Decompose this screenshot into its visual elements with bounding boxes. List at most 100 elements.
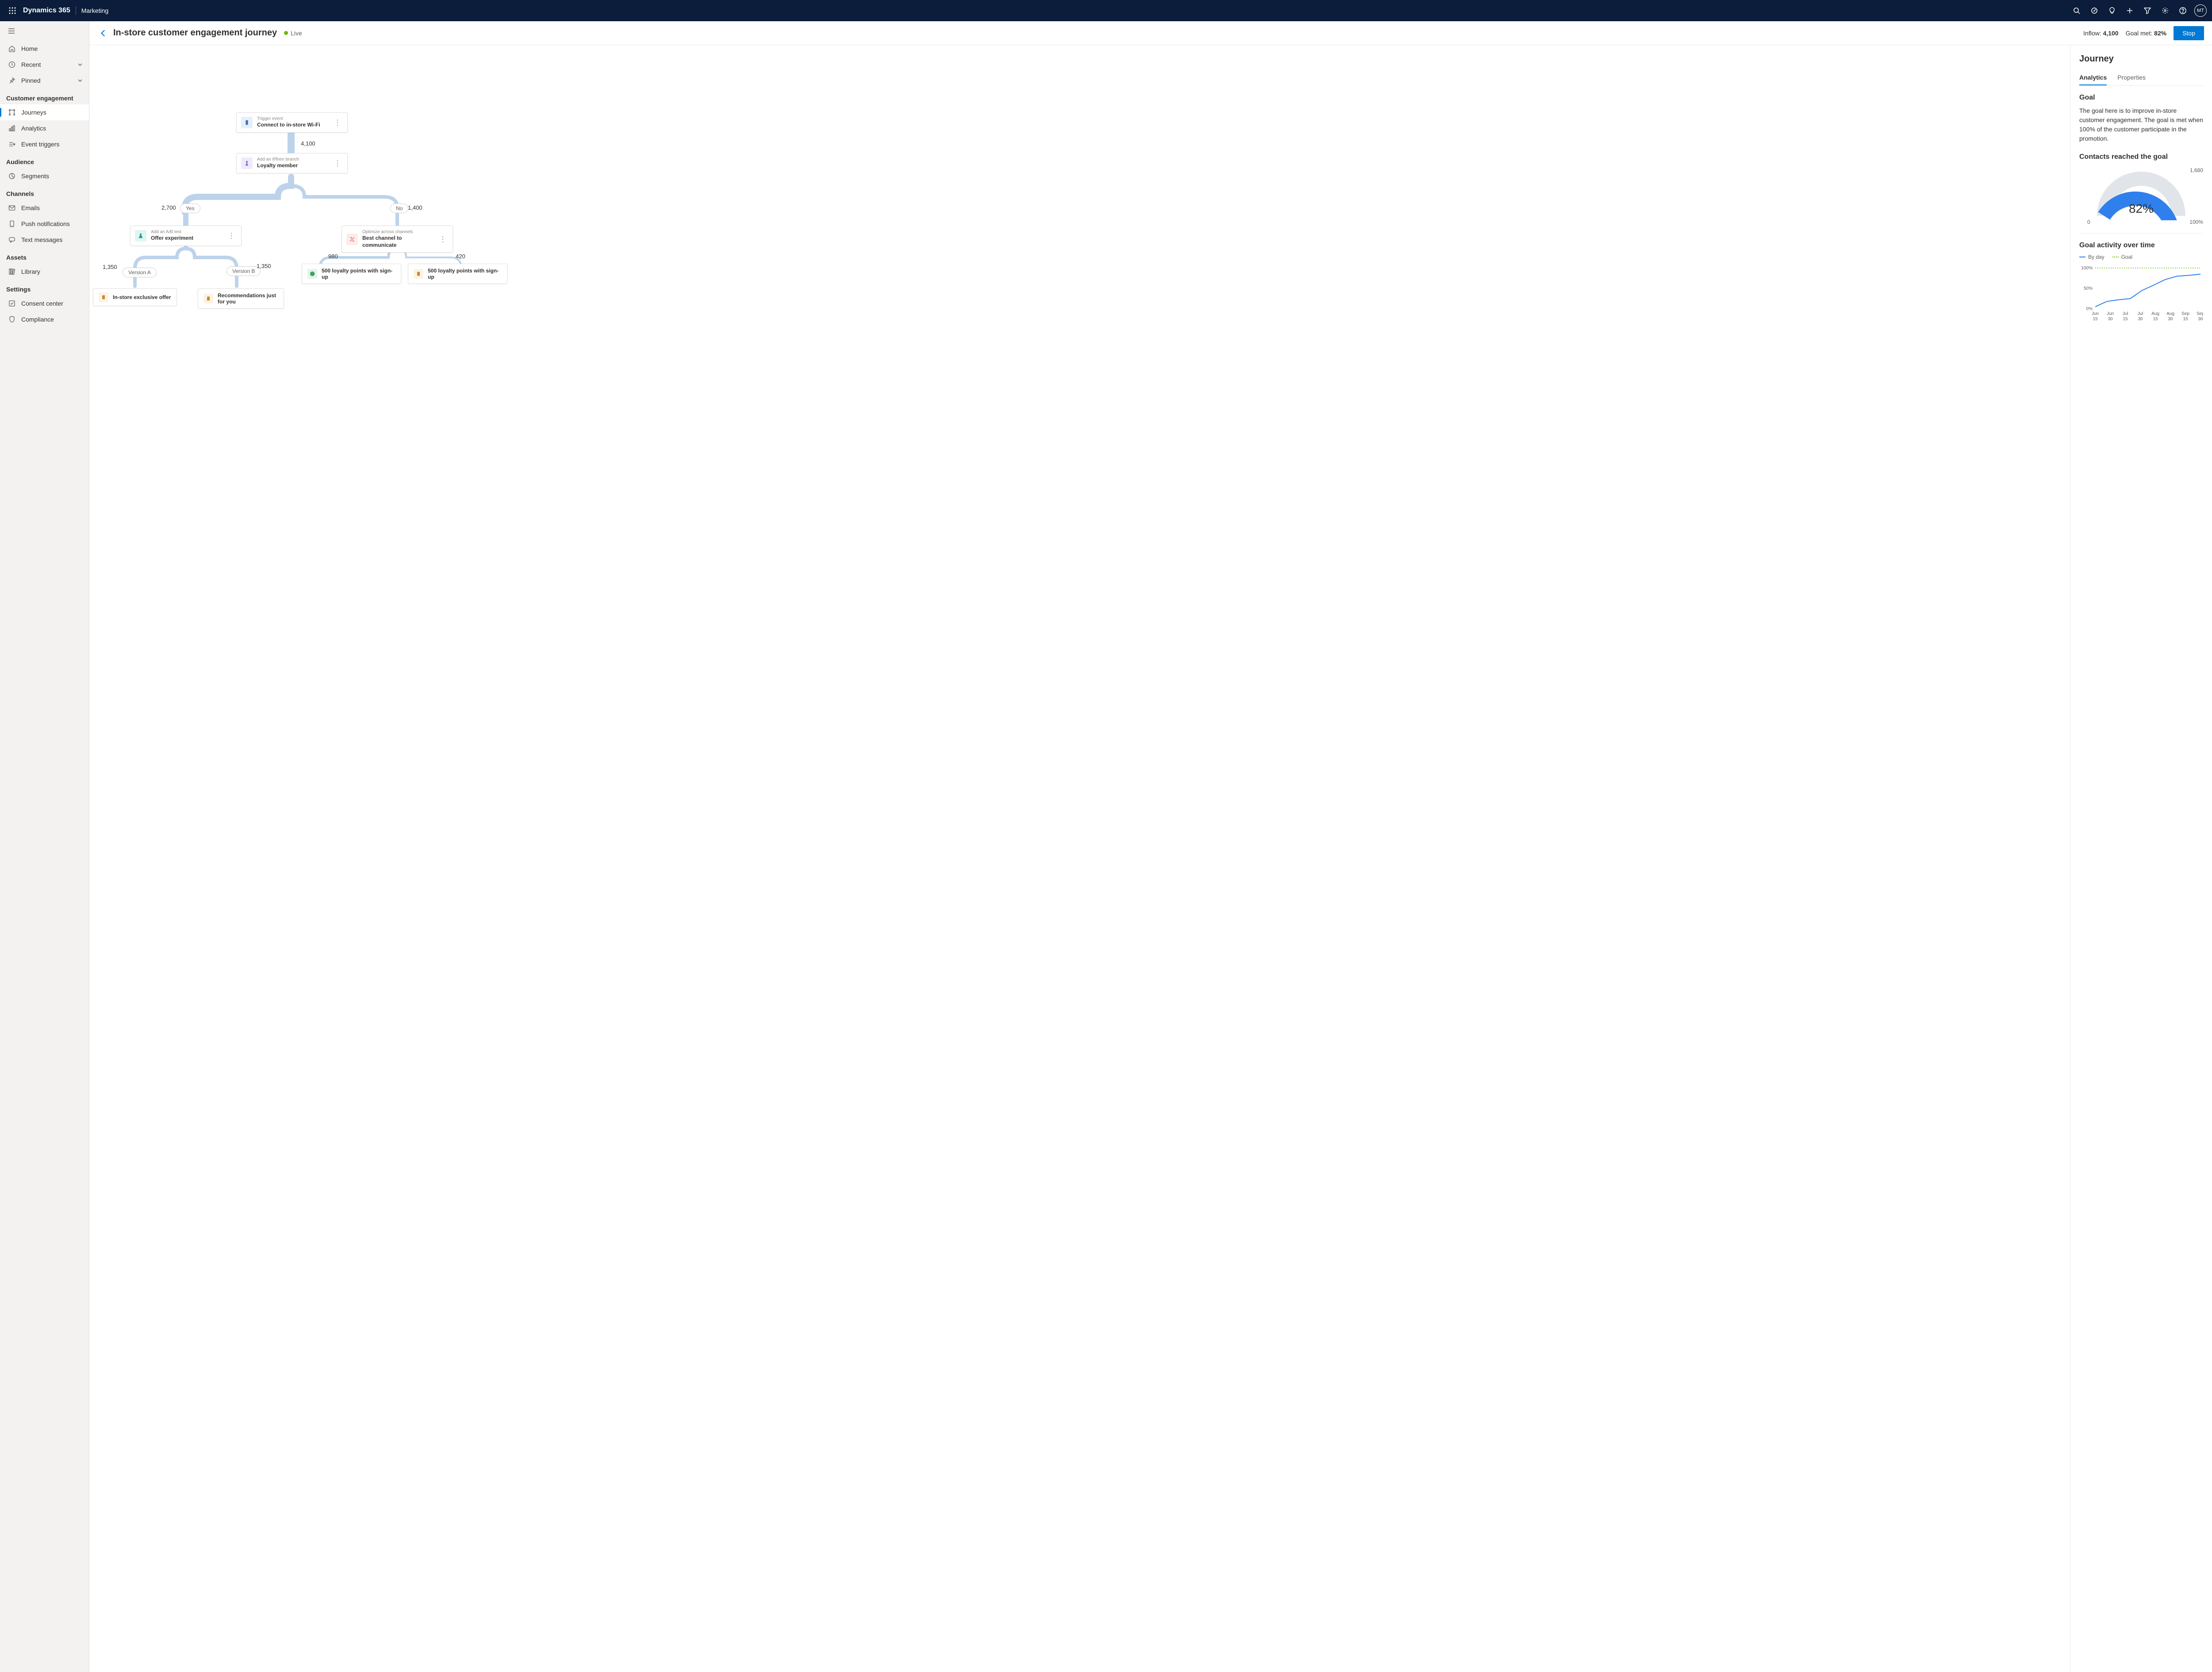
clock-icon	[8, 61, 16, 69]
hamburger-icon[interactable]	[0, 21, 89, 41]
svg-text:15: 15	[2153, 317, 2158, 322]
node-label: Add an A/B test	[151, 230, 223, 235]
flow-count: 420	[456, 253, 465, 260]
svg-text:Jun: Jun	[2092, 311, 2099, 316]
svg-text:30: 30	[2168, 317, 2173, 322]
chart-legend: By day Goal	[2079, 254, 2203, 260]
svg-text:Aug: Aug	[2166, 311, 2174, 316]
leaf-title: Recommendations just for you	[218, 292, 278, 305]
sidebar-item-emails[interactable]: Emails	[0, 200, 89, 216]
sidebar-item-pinned[interactable]: Pinned	[0, 73, 89, 88]
tabs: Analytics Properties	[2079, 70, 2203, 86]
leaf-offer-b[interactable]: Recommendations just for you	[198, 288, 284, 309]
sidebar-item-compliance[interactable]: Compliance	[0, 311, 89, 327]
status-text: Live	[291, 30, 302, 37]
svg-text:Aug: Aug	[2151, 311, 2159, 316]
compliance-icon	[8, 315, 16, 323]
sidebar-item-home[interactable]: Home	[0, 41, 89, 57]
gauge-min: 0	[2087, 219, 2090, 225]
side-panel: Journey Analytics Properties Goal The go…	[2070, 45, 2212, 1672]
settings-icon[interactable]	[2156, 0, 2174, 21]
segments-icon	[8, 172, 16, 180]
svg-text:30: 30	[2108, 317, 2113, 322]
pin-icon	[8, 77, 16, 84]
sidebar-item-label: Emails	[21, 204, 40, 211]
activity-title: Goal activity over time	[2079, 242, 2203, 249]
sidebar-item-library[interactable]: Library	[0, 264, 89, 280]
journeys-icon	[8, 108, 16, 116]
leaf-loyalty-1[interactable]: 500 loyalty points with sign-up	[302, 264, 401, 284]
offer-icon	[99, 292, 108, 302]
node-label: Trigger event	[257, 116, 329, 122]
offer-icon	[414, 269, 423, 279]
reached-title: Contacts reached the goal	[2079, 153, 2203, 161]
sidebar-item-label: Pinned	[21, 77, 41, 84]
home-icon	[8, 45, 16, 53]
sidebar-item-journeys[interactable]: Journeys	[0, 104, 89, 120]
email-icon	[8, 204, 16, 212]
push-icon	[8, 220, 16, 228]
leaf-offer-a[interactable]: In-store exclusive offer	[93, 288, 177, 306]
flow-count: 1,350	[257, 263, 271, 269]
chevron-down-icon	[77, 78, 83, 83]
topbar: Dynamics 365 Marketing MT	[0, 0, 2212, 21]
sidebar-item-segments[interactable]: Segments	[0, 168, 89, 184]
svg-text:0%: 0%	[2086, 307, 2093, 311]
target-icon[interactable]	[2085, 0, 2103, 21]
tab-analytics[interactable]: Analytics	[2079, 70, 2107, 85]
sidebar-item-label: Home	[21, 45, 38, 52]
flow-connectors	[89, 45, 2070, 1672]
leaf-loyalty-2[interactable]: 500 loyalty points with sign-up	[408, 264, 507, 284]
svg-text:Jul: Jul	[2123, 311, 2128, 316]
node-optimize[interactable]: Optimize across channels Best channel to…	[342, 226, 453, 253]
chevron-down-icon	[77, 62, 83, 67]
leaf-title: In-store exclusive offer	[113, 294, 171, 300]
avatar[interactable]: MT	[2194, 4, 2207, 17]
app-launcher-icon[interactable]	[5, 4, 19, 18]
trigger-icon	[241, 117, 253, 128]
module-name: Marketing	[81, 7, 108, 14]
goal-text: The goal here is to improve in-store cus…	[2079, 106, 2203, 143]
svg-text:15: 15	[2183, 317, 2188, 322]
sidebar-item-analytics[interactable]: Analytics	[0, 120, 89, 136]
node-abtest[interactable]: Add an A/B test Offer experiment ⋮	[130, 226, 242, 246]
back-button[interactable]	[97, 27, 110, 39]
section-header: Assets	[0, 248, 89, 264]
gauge-top-value: 1,680	[2190, 167, 2203, 173]
triggers-icon	[8, 140, 16, 148]
flow-count: 2,700	[161, 204, 176, 211]
journey-canvas[interactable]: Trigger event Connect to in-store Wi-Fi …	[89, 45, 2070, 1672]
version-b-pill: Version B	[227, 266, 261, 276]
svg-text:50%: 50%	[2084, 286, 2093, 291]
node-trigger[interactable]: Trigger event Connect to in-store Wi-Fi …	[236, 112, 348, 133]
svg-text:30: 30	[2198, 317, 2203, 322]
sidebar-item-recent[interactable]: Recent	[0, 57, 89, 73]
section-header: Customer engagement	[0, 88, 89, 104]
sidebar-item-label: Analytics	[21, 125, 46, 132]
page-title: In-store customer engagement journey	[113, 28, 277, 38]
lightbulb-icon[interactable]	[2103, 0, 2121, 21]
svg-text:30: 30	[2138, 317, 2143, 322]
yes-pill: Yes	[180, 203, 200, 213]
sidebar-item-push[interactable]: Push notifications	[0, 216, 89, 232]
sidebar-item-consent[interactable]: Consent center	[0, 295, 89, 311]
stop-button[interactable]: Stop	[2174, 26, 2204, 40]
more-icon[interactable]: ⋮	[438, 235, 448, 244]
line-chart: 100%50%0%Jun15Jun30Jul15Jul30Aug15Aug30S…	[2079, 265, 2203, 323]
panel-heading: Journey	[2079, 54, 2203, 64]
more-icon[interactable]: ⋮	[226, 231, 237, 240]
node-branch[interactable]: Add an if/then branch Loyalty member ⋮	[236, 153, 348, 173]
help-icon[interactable]	[2174, 0, 2192, 21]
more-icon[interactable]: ⋮	[332, 118, 343, 127]
analytics-icon	[8, 124, 16, 132]
sidebar-item-text[interactable]: Text messages	[0, 232, 89, 248]
tab-properties[interactable]: Properties	[2117, 70, 2146, 85]
sidebar-item-label: Consent center	[21, 300, 63, 307]
filter-icon[interactable]	[2139, 0, 2156, 21]
more-icon[interactable]: ⋮	[332, 159, 343, 168]
sidebar-item-label: Text messages	[21, 236, 62, 243]
add-icon[interactable]	[2121, 0, 2139, 21]
goal-title: Goal	[2079, 94, 2203, 102]
sidebar-item-event-triggers[interactable]: Event triggers	[0, 136, 89, 152]
search-icon[interactable]	[2068, 0, 2085, 21]
